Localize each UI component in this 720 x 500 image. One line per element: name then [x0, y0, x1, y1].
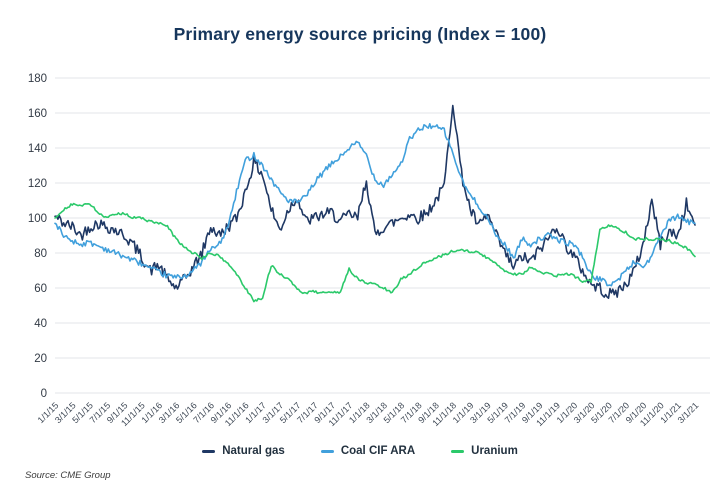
y-tick-label: 40: [34, 318, 47, 330]
series-lines: [54, 104, 696, 303]
chart-title: Primary energy source pricing (Index = 1…: [173, 24, 547, 44]
legend-label-coal: Coal CIF ARA: [340, 445, 416, 457]
gridlines: [55, 77, 710, 394]
source-note: Source: CME Group: [25, 470, 111, 481]
x-axis-labels: 1/1/153/1/155/1/157/1/159/1/1511/1/151/1…: [36, 400, 701, 428]
series-line-coal-cif-ara: [54, 123, 696, 287]
legend-item-uranium: Uranium: [451, 445, 518, 457]
uranium-line-swatch: [451, 449, 465, 453]
y-tick-label: 180: [28, 73, 47, 85]
coal-line-swatch: [320, 449, 334, 453]
series-line-natural-gas: [54, 104, 696, 300]
y-tick-label: 120: [28, 178, 47, 190]
y-tick-label: 0: [41, 388, 47, 400]
legend-item-coal: Coal CIF ARA: [320, 445, 416, 457]
y-axis-labels: 0 20 40 60 80 100 120 140 160 180: [28, 73, 47, 400]
y-tick-label: 160: [28, 108, 47, 120]
series-line-uranium: [54, 202, 696, 303]
y-tick-label: 140: [28, 143, 47, 155]
chart-legend: Natural gas Coal CIF ARA Uranium: [0, 445, 720, 457]
y-tick-label: 100: [28, 213, 47, 225]
y-tick-label: 60: [34, 283, 47, 295]
legend-item-natural-gas: Natural gas: [202, 445, 285, 457]
natural-gas-line-swatch: [202, 449, 216, 453]
y-tick-label: 20: [34, 353, 47, 365]
legend-label-natural-gas: Natural gas: [222, 445, 285, 457]
legend-label-uranium: Uranium: [471, 445, 518, 457]
y-tick-label: 80: [34, 248, 47, 260]
